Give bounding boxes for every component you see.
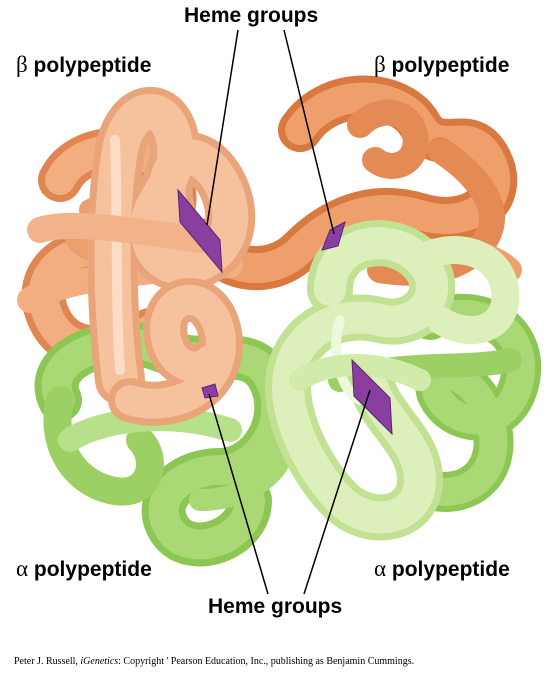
alpha-polypeptide-label-right: α polypeptide [374,556,510,582]
alpha-label-text: polypeptide [33,558,152,581]
beta-polypeptide-label-left: β polypeptide [16,52,151,78]
beta-label-text: polypeptide [33,54,152,77]
leader-line-bottom-left [208,393,269,595]
alpha-symbol: α [374,556,387,581]
heme-groups-label-bottom: Heme groups [208,595,343,618]
beta-symbol: β [16,52,28,77]
beta-polypeptide-label-right: β polypeptide [374,52,509,78]
heme-group-beta-left [177,188,223,274]
heme-groups-label-top: Heme groups [184,4,319,27]
alpha-symbol: α [16,556,29,581]
credit-title: iGenetics [80,656,119,667]
alpha-label-text: polypeptide [391,558,510,581]
leader-line-top-right [283,29,335,235]
leader-lines [206,29,371,595]
credit-prefix: Peter J. Russell, [14,656,81,667]
beta-label-text: polypeptide [391,54,510,77]
beta-chain-front [27,87,256,426]
heme-group-alpha-right [351,358,393,436]
leader-line-top-left [206,29,239,226]
heme-groups [177,188,393,436]
alpha-polypeptide-label-left: α polypeptide [16,556,152,582]
credit-suffix: : Copyright ' Pearson Education, Inc., p… [118,656,415,667]
heme-group-alpha-left [201,383,219,399]
beta-symbol: β [374,52,386,77]
heme-group-beta-right [321,221,346,251]
leader-line-bottom-right [303,389,371,595]
copyright-credit: Peter J. Russell, iGenetics: Copyright '… [14,656,414,667]
